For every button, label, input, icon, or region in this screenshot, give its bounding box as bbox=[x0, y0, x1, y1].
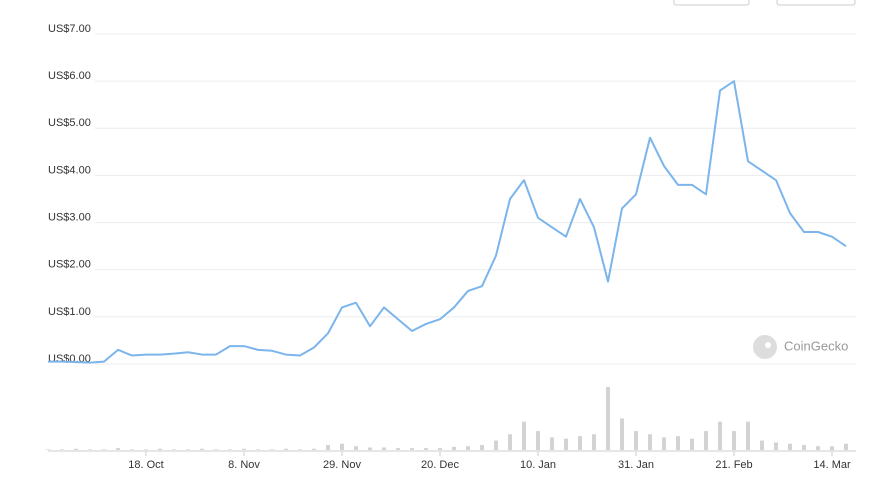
volume-bar bbox=[606, 387, 610, 450]
volume-bar bbox=[522, 421, 526, 450]
y-tick-label: US$4.00 bbox=[48, 164, 91, 176]
volume-bar bbox=[158, 448, 162, 450]
volume-bar bbox=[424, 448, 428, 450]
volume-bar bbox=[746, 421, 750, 450]
volume-bar bbox=[438, 448, 442, 450]
volume-bar bbox=[382, 447, 386, 450]
x-tick-label: 20. Dec bbox=[421, 459, 459, 471]
volume-bar bbox=[578, 436, 582, 450]
y-tick-label: US$1.00 bbox=[48, 306, 91, 318]
volume-bar bbox=[214, 449, 218, 450]
y-tick-label: US$6.00 bbox=[48, 70, 91, 82]
range-button[interactable] bbox=[673, 0, 750, 6]
x-tick-label: 21. Feb bbox=[715, 459, 752, 471]
watermark: CoinGecko bbox=[784, 338, 848, 353]
y-tick-label: US$2.00 bbox=[48, 259, 91, 271]
volume-bar bbox=[830, 446, 834, 450]
volume-bar bbox=[816, 446, 820, 450]
volume-bar bbox=[228, 449, 232, 450]
volume-bar bbox=[172, 449, 176, 450]
volume-bar bbox=[732, 431, 736, 450]
volume-bar bbox=[592, 434, 596, 450]
volume-bar bbox=[200, 448, 204, 450]
volume-bar bbox=[74, 448, 78, 450]
volume-bar bbox=[256, 449, 260, 450]
volume-bar bbox=[396, 448, 400, 450]
volume-bar bbox=[354, 446, 358, 450]
volume-bar bbox=[802, 444, 806, 450]
volume-bar bbox=[270, 449, 274, 450]
range-button[interactable] bbox=[776, 0, 856, 6]
volume-bar bbox=[718, 421, 722, 450]
x-tick-label: 10. Jan bbox=[520, 459, 556, 471]
volume-bar bbox=[88, 449, 92, 450]
volume-bar bbox=[844, 443, 848, 450]
volume-bar bbox=[410, 448, 414, 450]
x-tick-label: 31. Jan bbox=[618, 459, 654, 471]
volume-bar bbox=[46, 449, 50, 450]
volume-bar bbox=[186, 449, 190, 450]
volume-bar bbox=[116, 448, 120, 450]
volume-bar bbox=[312, 448, 316, 450]
volume-bar bbox=[494, 440, 498, 450]
volume-bar bbox=[284, 448, 288, 450]
x-tick-label: 14. Mar bbox=[813, 459, 851, 471]
volume-bar bbox=[788, 443, 792, 450]
volume-bar bbox=[326, 444, 330, 450]
volume-bar bbox=[690, 438, 694, 450]
volume-bar bbox=[662, 437, 666, 450]
volume-bar bbox=[340, 443, 344, 450]
watermark-logo bbox=[753, 335, 777, 359]
volume-bar bbox=[550, 437, 554, 450]
volume-bar bbox=[452, 446, 456, 450]
volume-bar bbox=[60, 449, 64, 450]
volume-bar bbox=[676, 436, 680, 450]
volume-bar bbox=[242, 448, 246, 450]
y-tick-label: US$7.00 bbox=[48, 23, 91, 35]
volume-bar bbox=[760, 440, 764, 450]
volume-bar bbox=[130, 449, 134, 450]
volume-bar bbox=[634, 431, 638, 450]
volume-bar bbox=[508, 434, 512, 450]
volume-bar bbox=[102, 449, 106, 450]
volume-bar bbox=[648, 434, 652, 450]
x-tick-label: 29. Nov bbox=[323, 459, 361, 471]
y-tick-label: US$5.00 bbox=[48, 117, 91, 129]
volume-bar bbox=[774, 442, 778, 450]
price-line bbox=[48, 80, 847, 364]
volume-bar bbox=[704, 431, 708, 450]
volume-bar bbox=[466, 446, 470, 450]
volume-bar bbox=[298, 449, 302, 450]
volume-bar bbox=[564, 438, 568, 450]
x-tick-label: 18. Oct bbox=[128, 459, 163, 471]
volume-bar bbox=[620, 418, 624, 450]
volume-bar bbox=[536, 431, 540, 450]
y-tick-label: US$3.00 bbox=[48, 211, 91, 223]
volume-bar bbox=[144, 449, 148, 450]
volume-bar bbox=[480, 444, 484, 450]
volume-bar bbox=[368, 447, 372, 450]
x-tick-label: 8. Nov bbox=[228, 459, 260, 471]
